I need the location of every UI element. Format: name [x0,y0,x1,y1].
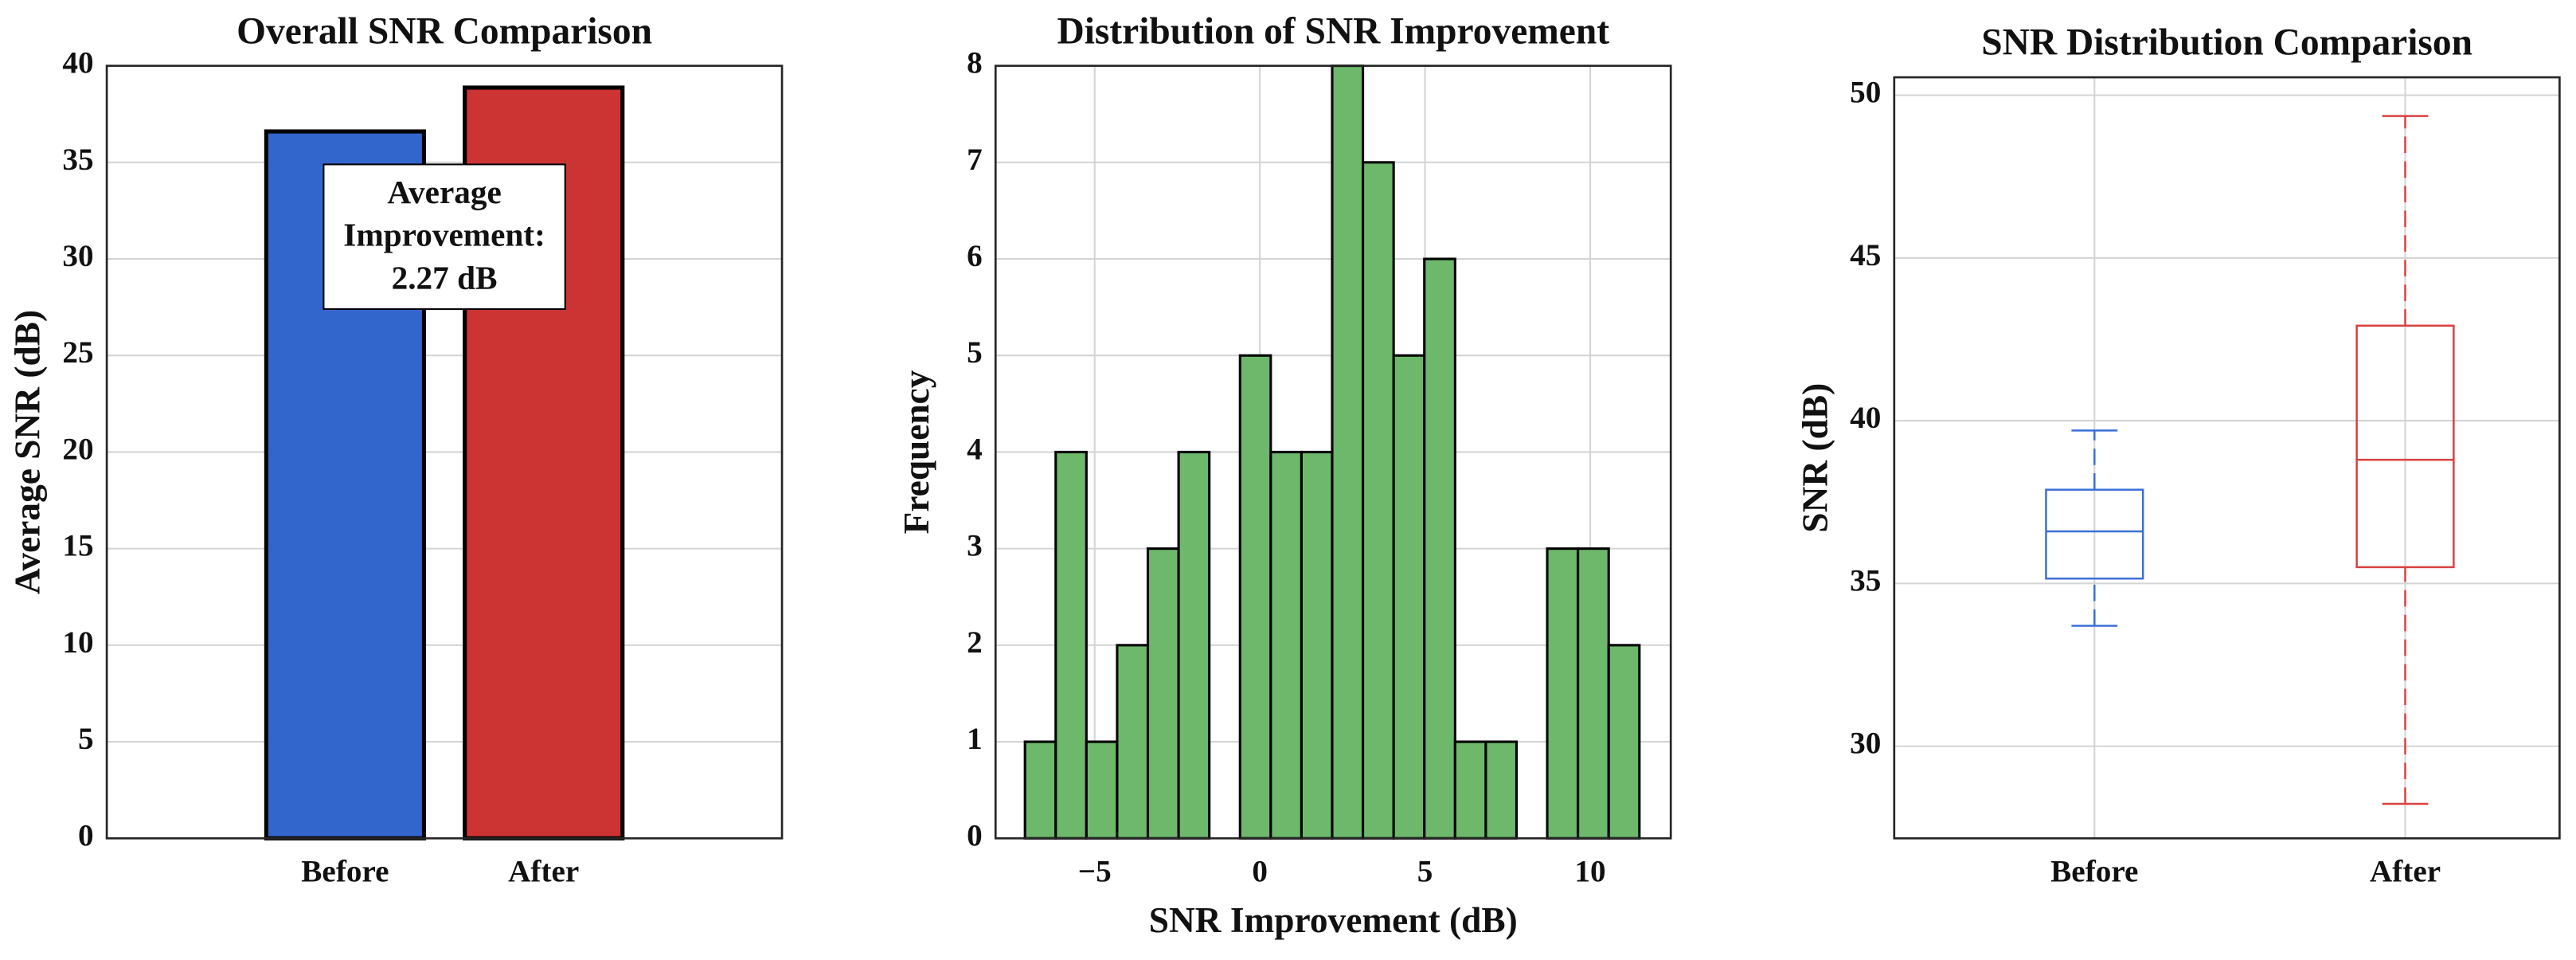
x-tick-label: Before [301,855,389,889]
chart-title: Overall SNR Comparison [236,10,652,52]
y-axis-label: Average SNR (dB) [8,310,48,594]
annotation-text: Improvement: [343,217,545,253]
y-tick-label: 30 [1850,727,1881,761]
y-axis-label: Frequency [897,370,936,534]
histogram-bar [1362,161,1395,840]
x-tick-label: −5 [1078,855,1112,889]
y-tick-label: 15 [62,529,93,563]
x-tick-label: 10 [1574,855,1605,889]
histogram-bar [1453,740,1487,840]
y-tick-label: 6 [967,239,983,273]
histogram-bar [1577,547,1610,840]
histogram-bar [1146,547,1180,840]
x-tick-label: 0 [1252,855,1268,889]
x-tick-label: After [2370,855,2441,889]
y-tick-label: 2 [967,625,983,660]
y-tick-label: 35 [1850,563,1881,598]
histogram-bar [1392,354,1426,840]
chart-title: Distribution of SNR Improvement [1057,10,1609,52]
histogram-bar [1177,450,1211,840]
y-tick-label: 40 [62,46,93,80]
y-tick-label: 45 [1850,238,1881,272]
annotation-box [322,163,566,310]
y-tick-label: 4 [967,432,983,466]
y-tick-label: 30 [62,239,93,273]
chart-title: SNR Distribution Comparison [1981,22,2472,64]
y-tick-label: 3 [967,529,983,563]
histogram-bar [1607,644,1641,840]
x-tick-label: 5 [1417,855,1433,889]
y-tick-label: 0 [967,818,983,852]
histogram-bar [1238,354,1272,840]
x-tick-label: After [508,855,579,889]
y-tick-label: 5 [78,722,94,756]
histogram-bar [1269,450,1303,840]
axes-frame [994,65,1672,840]
x-tick-label: Before [2050,855,2138,889]
box-plot [2045,429,2144,627]
y-tick-label: 40 [1850,401,1881,435]
histogram-bar [1023,740,1057,840]
y-tick-label: 50 [1850,76,1881,110]
histogram-bar [1331,65,1365,840]
y-tick-label: 7 [967,143,983,177]
y-tick-label: 10 [62,625,93,660]
axes-frame [1893,76,2561,840]
y-tick-label: 20 [62,432,93,466]
histogram-bar [1300,450,1334,840]
annotation-text: 2.27 dB [392,259,498,296]
y-tick-label: 35 [62,143,93,177]
annotation-text: Average [387,174,502,210]
y-tick-label: 0 [78,818,94,852]
box [2045,488,2144,580]
histogram-bar [1116,644,1150,840]
histogram-bar [1423,257,1456,840]
y-axis-label: SNR (dB) [1795,383,1835,533]
box [2355,324,2455,569]
histogram-bar [1484,740,1519,840]
y-tick-label: 5 [967,335,983,370]
axes-frame [105,65,784,840]
y-tick-label: 8 [967,46,983,80]
annotation: Average Improvement: 2.27 dB [322,163,566,310]
x-axis-label: SNR Improvement (dB) [1149,900,1518,940]
histogram-bar [1085,740,1119,840]
y-tick-label: 1 [967,722,983,756]
y-tick-label: 25 [62,335,93,370]
histogram-bar [1546,547,1580,840]
box-plot [2355,115,2455,805]
histogram-bar [1054,450,1088,840]
